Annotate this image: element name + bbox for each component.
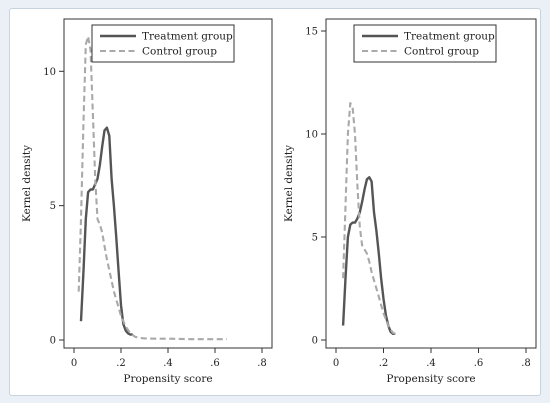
y-axis-label: Kernel density — [21, 145, 33, 222]
y-tick-label: 0 — [312, 336, 318, 347]
y-tick-label: 5 — [312, 233, 318, 244]
legend-label: Control group — [404, 46, 479, 58]
series-line-control — [342, 102, 398, 335]
series-line-control — [77, 35, 227, 341]
y-axis-label: Kernel density — [283, 145, 295, 222]
x-tick-label: .2 — [379, 358, 389, 369]
figure: 0 .2 .4 .6 .8 0 5 10 Propensity score Kernel dens… — [9, 8, 541, 396]
x-tick-label: .6 — [210, 358, 220, 369]
x-axis-label: Propensity score — [386, 373, 475, 385]
y-tick-label: 10 — [43, 67, 56, 78]
legend-box — [353, 24, 497, 63]
y-tick-label: 5 — [50, 201, 56, 212]
y-tick-label: 15 — [305, 27, 318, 38]
legend-label: Treatment group — [404, 31, 495, 43]
series-line-treatment — [341, 176, 396, 335]
y-tick-label: 0 — [50, 336, 56, 347]
chart-panel-2: 0 .2 .4 .6 .8 0 5 10 15 Propensity score Kernel de… — [283, 18, 537, 385]
plot-frame — [325, 18, 537, 349]
x-tick-label: .4 — [426, 358, 436, 369]
y-tick-label: 10 — [305, 130, 318, 141]
legend-box — [91, 24, 235, 63]
x-tick-label: .8 — [257, 358, 267, 369]
x-tick-label: .2 — [116, 358, 126, 369]
x-axis-label: Propensity score — [123, 373, 212, 385]
x-tick-label: 0 — [71, 358, 77, 369]
chart-panel-1: 0 .2 .4 .6 .8 0 5 10 Propensity score Kernel dens… — [21, 18, 273, 385]
legend-label: Control group — [142, 46, 217, 58]
x-tick-label: .8 — [521, 358, 531, 369]
x-tick-label: .4 — [163, 358, 173, 369]
legend: Treatment group Control group — [353, 24, 497, 63]
x-tick-label: 0 — [333, 358, 339, 369]
series-line-treatment — [79, 126, 133, 336]
legend: Treatment group Control group — [91, 24, 235, 63]
legend-label: Treatment group — [142, 31, 233, 43]
x-tick-label: .6 — [474, 358, 484, 369]
chart-canvas: 0 .2 .4 .6 .8 0 5 10 Propensity score Kernel dens… — [21, 18, 537, 385]
